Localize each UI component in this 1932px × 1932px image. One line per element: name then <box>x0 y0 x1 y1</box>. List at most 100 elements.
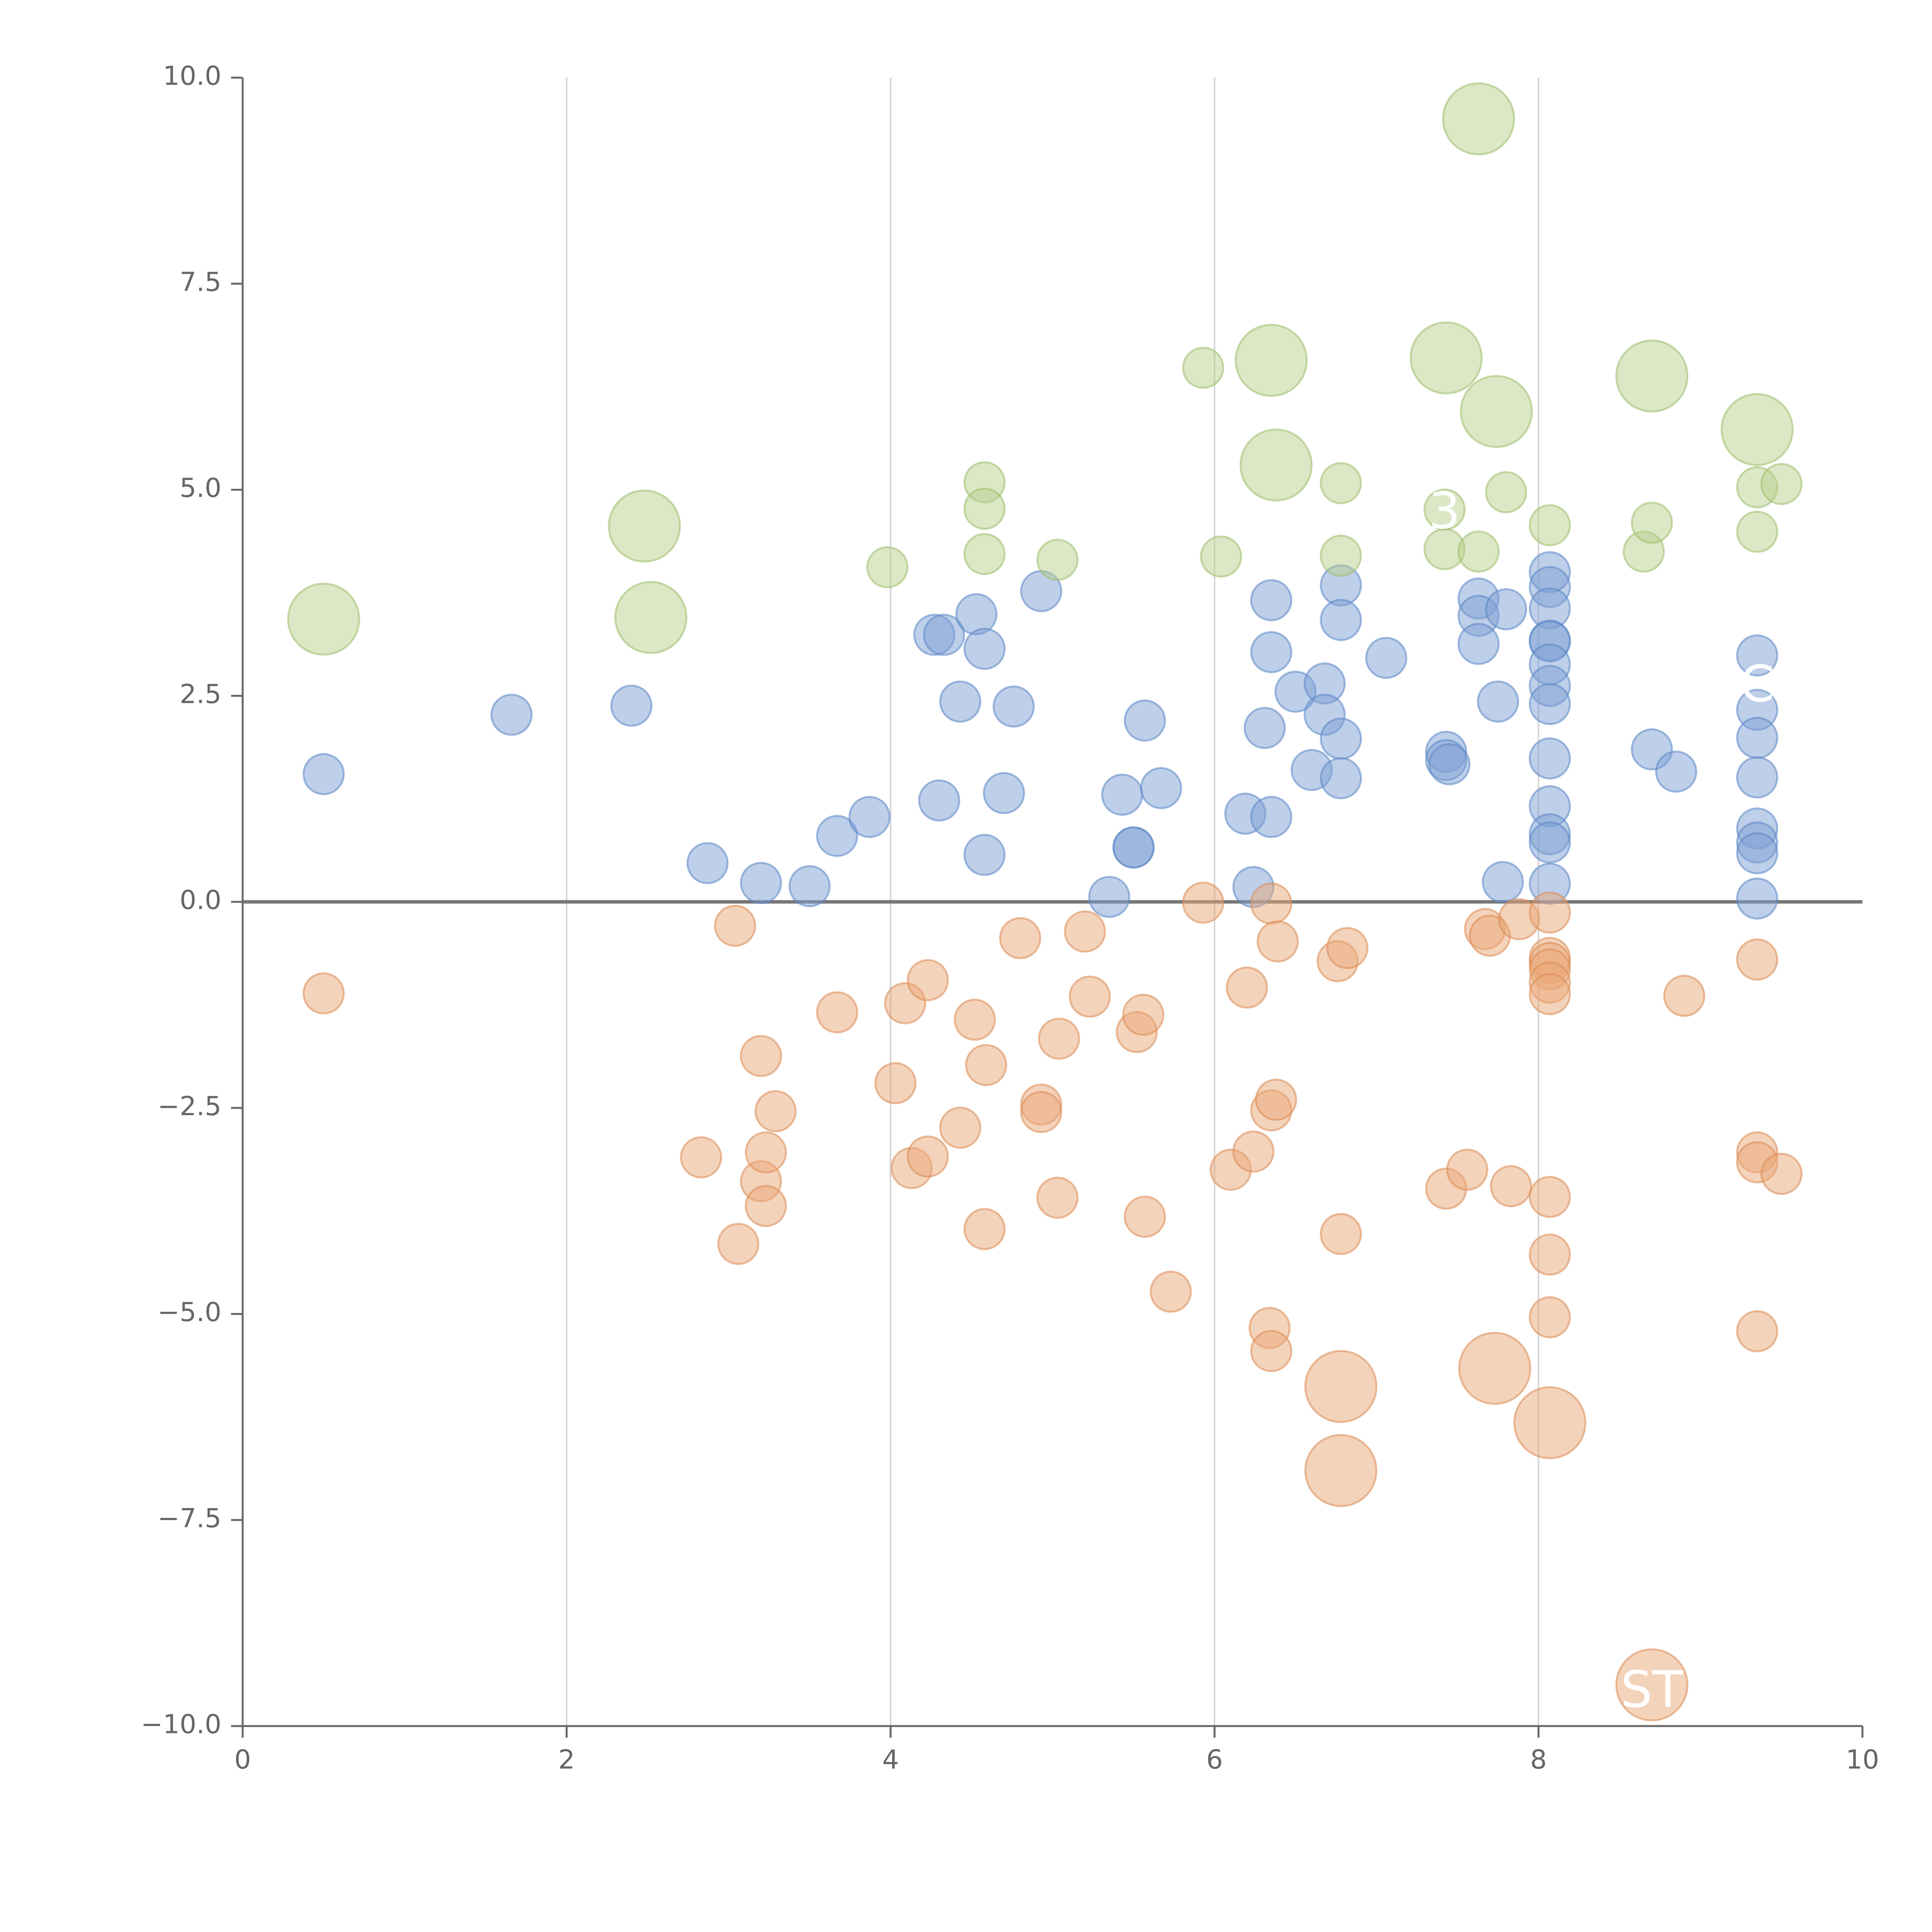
green-bubble <box>1320 462 1362 504</box>
orange-bubble <box>1257 920 1299 963</box>
axis-ticks: 0 2 4 6 8 10 10.0 7.5 5.0 2.5 0.0 −2.5 −5.0 −7.5 −10.0 <box>141 61 1879 1775</box>
green-bubble <box>963 488 1006 530</box>
green-bubble <box>1036 539 1079 581</box>
orange-bubble <box>1529 973 1571 1015</box>
blue-bubble <box>1250 631 1293 673</box>
orange-bubble <box>1615 1648 1689 1721</box>
green-bubble <box>1631 502 1673 544</box>
blue-bubble <box>963 628 1006 670</box>
blue-bubble <box>1112 826 1155 869</box>
orange-bubble <box>1490 1165 1532 1208</box>
x-tick-label: 0 <box>234 1745 251 1775</box>
green-bubble <box>1239 429 1313 502</box>
y-tick-label: 0.0 <box>180 885 221 916</box>
blue-bubble <box>686 842 729 884</box>
green-bubble <box>1736 510 1779 553</box>
orange-bubble <box>1326 927 1369 969</box>
orange-bubble <box>1068 975 1111 1018</box>
blue-bubble <box>1736 877 1779 920</box>
x-tick-label: 4 <box>882 1745 899 1775</box>
blue-bubble <box>1124 699 1166 742</box>
orange-bubble <box>1124 1196 1166 1238</box>
bubble-layer <box>287 82 1803 1721</box>
blue-bubble <box>1428 743 1471 786</box>
blue-bubble <box>788 865 831 907</box>
orange-bubble <box>965 1044 1007 1086</box>
x-tick-label: 2 <box>558 1745 575 1775</box>
orange-bubble <box>745 1131 787 1173</box>
orange-bubble <box>1529 1296 1571 1338</box>
blue-bubble <box>1485 588 1527 631</box>
blue-bubble <box>1250 796 1293 838</box>
orange-bubble <box>1513 1386 1587 1459</box>
orange-bubble <box>303 972 345 1015</box>
orange-bubble <box>1458 1332 1531 1405</box>
y-tick-label: −5.0 <box>158 1297 221 1328</box>
y-tick-label: 5.0 <box>180 473 221 503</box>
orange-bubble <box>999 917 1041 959</box>
orange-bubble <box>1760 1153 1803 1195</box>
blue-bubble <box>1365 637 1408 679</box>
orange-bubble <box>816 991 858 1034</box>
bubble-label: ST <box>1621 1660 1684 1719</box>
blue-bubble <box>610 684 653 727</box>
orange-bubble <box>1122 993 1165 1036</box>
orange-bubble <box>874 1062 917 1104</box>
blue-bubble <box>923 614 965 656</box>
blue-bubble <box>1736 832 1779 874</box>
orange-bubble <box>1529 1233 1571 1276</box>
green-bubble <box>1721 393 1794 466</box>
green-bubble <box>1529 504 1571 546</box>
orange-bubble <box>1304 1434 1378 1507</box>
green-bubble <box>1320 534 1362 577</box>
orange-bubble <box>1182 881 1225 924</box>
y-tick-label: 2.5 <box>180 679 221 709</box>
orange-bubble <box>1020 1091 1063 1133</box>
blue-bubble <box>1243 707 1286 749</box>
blue-bubble <box>848 796 891 838</box>
y-tick-label: 7.5 <box>180 267 221 298</box>
blue-bubble <box>1736 634 1779 677</box>
orange-bubble <box>1529 891 1571 934</box>
blue-bubble <box>816 815 858 857</box>
orange-bubble <box>740 1035 782 1077</box>
blue-bubble <box>955 593 998 636</box>
green-bubble <box>1410 321 1483 395</box>
green-bubble <box>1182 347 1225 389</box>
orange-bubble <box>754 1090 797 1133</box>
orange-bubble <box>1226 966 1268 1009</box>
blue-bubble <box>1481 861 1524 903</box>
blue-bubble <box>490 694 533 736</box>
blue-bubble <box>1477 680 1519 723</box>
blue-bubble <box>1088 876 1131 918</box>
orange-bubble <box>1255 1078 1297 1121</box>
orange-bubble <box>906 1135 949 1178</box>
green-bubble <box>963 533 1006 575</box>
bubble-label: C <box>1740 655 1775 713</box>
orange-bubble <box>1250 1330 1293 1372</box>
blue-bubble <box>1101 774 1143 816</box>
series-green <box>287 82 1803 656</box>
green-bubble <box>614 581 687 654</box>
bubble-labels: 3 C ST <box>1429 481 1775 1719</box>
orange-bubble <box>1446 1148 1488 1191</box>
series-blue <box>303 551 1779 920</box>
y-tick-label: −2.5 <box>158 1091 221 1122</box>
blue-bubble <box>1457 622 1500 665</box>
blue-bubble <box>303 753 345 795</box>
orange-bubble <box>1736 1310 1779 1352</box>
x-tick-label: 8 <box>1530 1745 1547 1775</box>
orange-bubble <box>1663 975 1706 1017</box>
blue-bubble <box>939 680 981 723</box>
blue-bubble <box>1140 767 1182 810</box>
blue-bubble <box>1320 757 1362 799</box>
blue-bubble <box>1320 599 1362 641</box>
green-bubble <box>1760 463 1803 505</box>
green-bubble <box>287 582 361 656</box>
blue-bubble <box>1320 718 1362 760</box>
y-tick-label: −10.0 <box>141 1709 221 1740</box>
orange-bubble <box>1232 1130 1275 1173</box>
blue-bubble <box>918 779 961 822</box>
green-bubble <box>1235 324 1308 397</box>
green-bubble <box>1457 530 1500 573</box>
